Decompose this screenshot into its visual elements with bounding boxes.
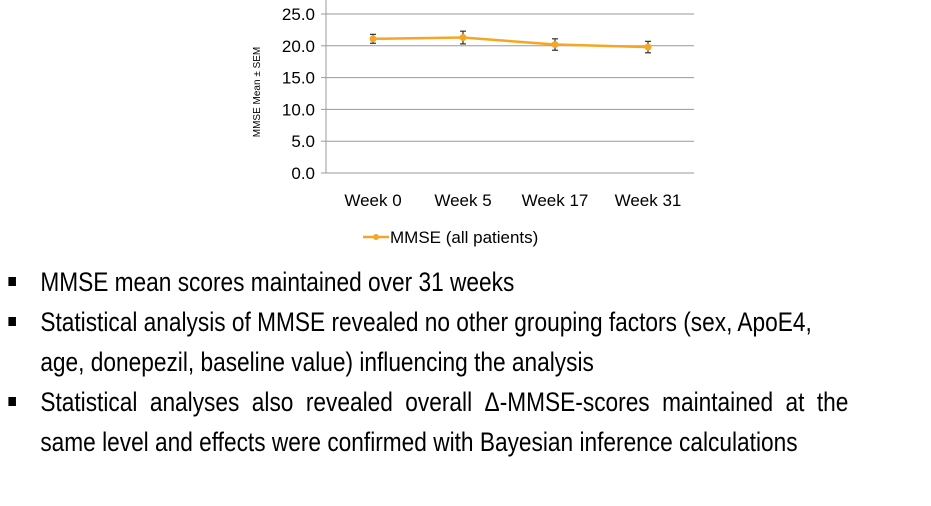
y-tick-label: 10.0 (282, 100, 315, 119)
y-axis-label: MMSE Mean ± SEM (252, 47, 263, 138)
bullet-list: MMSE mean scores maintained over 31 week… (0, 262, 931, 462)
series-line (372, 36, 649, 49)
y-tick-label: 15.0 (282, 69, 315, 88)
chart-legend: MMSE (all patients) (363, 228, 538, 247)
bullet-square-icon (8, 397, 16, 406)
x-axis-ticks: Week 0 Week 5 Week 17 Week 31 (344, 191, 681, 210)
bullet-text: Statistical analysis of MMSE revealed no… (40, 307, 812, 377)
x-tick-label: Week 31 (615, 191, 682, 210)
data-point (459, 34, 467, 42)
legend-marker-swatch (373, 234, 379, 240)
legend-label: MMSE (all patients) (390, 228, 538, 247)
x-tick-label: Week 17 (522, 191, 589, 210)
series-mmse (369, 30, 652, 54)
mmse-line-chart: 0.05.010.015.020.025.0 Week 0 Week 5 Week … (252, 0, 694, 247)
bullet-square-icon (8, 317, 16, 326)
x-tick-label: Week 5 (434, 191, 491, 210)
data-point (644, 43, 652, 51)
bullet-item: Statistical analysis of MMSE revealed no… (0, 302, 860, 382)
y-tick-label: 5.0 (291, 132, 315, 151)
data-point (369, 35, 377, 43)
y-tick-label: 20.0 (282, 37, 315, 56)
bullet-text: Statistical analyses also revealed overa… (40, 387, 849, 457)
bullet-item: MMSE mean scores maintained over 31 week… (0, 262, 860, 302)
bullet-item: Statistical analyses also revealed overa… (0, 382, 860, 462)
bullet-square-icon (8, 277, 16, 286)
y-tick-label: 0.0 (291, 164, 315, 183)
bullet-text: MMSE mean scores maintained over 31 week… (40, 267, 515, 297)
x-tick-label: Week 0 (344, 191, 401, 210)
y-axis-ticks: 0.0 5.0 10.0 15.0 20.0 25.0 (282, 5, 315, 183)
chart-gridlines (321, 0, 694, 174)
y-tick-label: 25.0 (282, 5, 315, 24)
data-point (551, 41, 559, 49)
